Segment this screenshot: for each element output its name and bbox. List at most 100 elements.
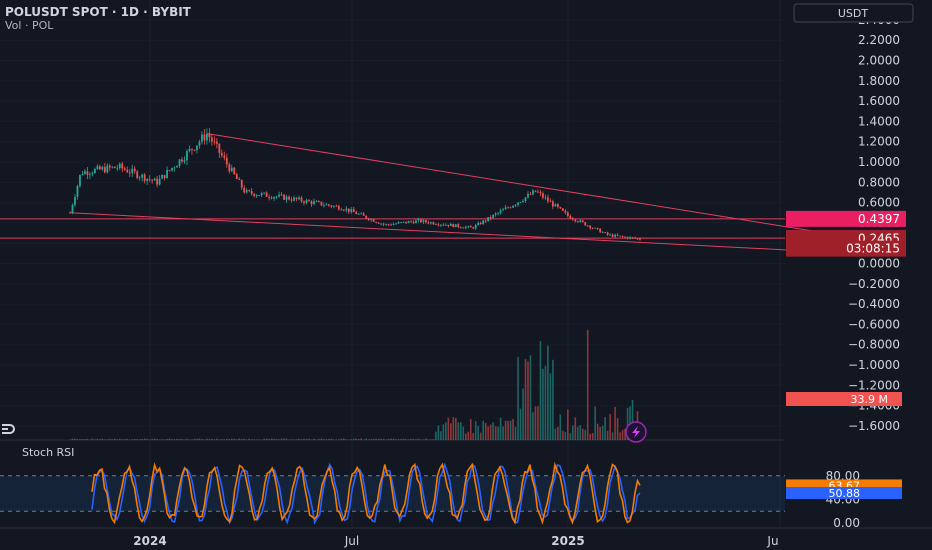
stoch-rsi-pane[interactable] — [0, 461, 785, 525]
candle-body — [365, 215, 368, 219]
settings-handle-icon[interactable] — [2, 424, 15, 434]
candle-body — [355, 212, 358, 215]
volume-bar — [537, 406, 539, 440]
candle-body — [347, 208, 350, 212]
candle-body — [260, 193, 263, 196]
candle-body — [601, 232, 604, 234]
volume-bar — [365, 438, 368, 440]
volume-bar — [203, 439, 206, 440]
volume-bar — [370, 438, 372, 440]
candle-body — [178, 159, 181, 166]
volume-bar — [559, 414, 562, 440]
volume-bar — [581, 428, 584, 440]
volume-bar — [375, 438, 377, 440]
stoch-rsi-title[interactable]: Stoch RSI — [22, 446, 74, 459]
candle-body — [492, 214, 495, 219]
time-tick-label: 2024 — [133, 534, 166, 548]
volume-bar — [400, 438, 402, 440]
volume-bar — [435, 431, 437, 440]
volume-bar — [474, 421, 477, 440]
volume-bar — [138, 439, 141, 440]
currency-button[interactable] — [793, 3, 914, 23]
volume-bar — [128, 439, 131, 440]
candle-body — [313, 201, 315, 205]
volume-bar — [265, 438, 268, 440]
price-tick-label: −1.6000 — [848, 419, 900, 433]
price-axis[interactable]: 2.40002.20002.00001.80001.60001.40001.20… — [826, 13, 900, 530]
candle-body — [220, 152, 223, 156]
volume-bar — [347, 439, 350, 440]
candle-body — [639, 238, 641, 240]
candle-body — [514, 204, 517, 206]
volume-bar — [567, 409, 569, 440]
candle-body — [489, 217, 492, 219]
volume-bar — [223, 439, 226, 440]
trendlines[interactable] — [0, 133, 813, 252]
candle-body — [265, 192, 268, 197]
candle-body — [417, 219, 420, 221]
time-axis[interactable]: 2024 Jul 2025 Ju — [0, 527, 932, 548]
volume-bar — [562, 430, 564, 440]
candle-body — [539, 192, 542, 194]
volume-legend[interactable]: Vol · POL — [5, 19, 54, 32]
trendline-0[interactable] — [207, 133, 813, 232]
volume-bar — [328, 438, 330, 440]
volume-bar — [499, 417, 502, 440]
candle-body — [113, 166, 116, 169]
candlestick-series[interactable] — [69, 128, 641, 241]
candle-body — [69, 212, 71, 214]
candle-body — [196, 145, 198, 151]
volume-bar — [216, 438, 218, 440]
candle-body — [340, 209, 343, 211]
volume-bar — [81, 439, 84, 440]
candle-body — [507, 207, 509, 209]
candle-body — [422, 220, 425, 223]
candle-body — [382, 223, 385, 225]
volume-bar — [243, 438, 246, 440]
candle-body — [522, 200, 524, 202]
price-tick-label: 1.0000 — [858, 155, 900, 169]
volume-bar — [472, 433, 475, 440]
volume-bar — [542, 368, 544, 440]
volume-bar — [352, 438, 355, 440]
volume-bar — [191, 439, 193, 440]
candle-body — [387, 224, 390, 226]
candle-body — [81, 173, 84, 175]
volume-bar — [340, 438, 343, 440]
flash-icon[interactable] — [625, 421, 647, 443]
volume-bar — [233, 438, 236, 440]
volume-bar — [206, 438, 208, 440]
volume-bar — [477, 426, 480, 440]
volume-bar — [183, 439, 186, 440]
volume-bar — [106, 439, 109, 440]
volume-bar — [517, 356, 519, 440]
volume-bar — [534, 406, 537, 440]
volume-bar — [315, 439, 318, 440]
volume-bar — [457, 422, 460, 440]
volume-bar — [86, 438, 89, 440]
candle-body — [263, 192, 266, 194]
volume-bar — [584, 429, 587, 440]
volume-bar — [342, 438, 345, 440]
candle-body — [156, 178, 159, 185]
candle-body — [89, 173, 91, 175]
candle-body — [439, 224, 442, 226]
candle-body — [86, 171, 89, 175]
candle-body — [534, 190, 537, 192]
candle-body — [482, 220, 485, 225]
candle-body — [111, 166, 114, 168]
candle-body — [218, 143, 221, 153]
volume-bar — [447, 417, 450, 440]
candle-body — [258, 195, 261, 197]
candle-body — [133, 168, 136, 172]
candle-body — [624, 236, 626, 238]
volume-bar — [425, 438, 427, 440]
volume-bar — [392, 438, 395, 440]
candle-body — [163, 175, 166, 179]
candle-body — [581, 220, 584, 223]
candle-body — [596, 227, 599, 229]
candle-body — [320, 201, 323, 206]
candle-body — [295, 197, 298, 200]
symbol-title[interactable]: POLUSDT SPOT · 1D · BYBIT — [5, 5, 192, 19]
